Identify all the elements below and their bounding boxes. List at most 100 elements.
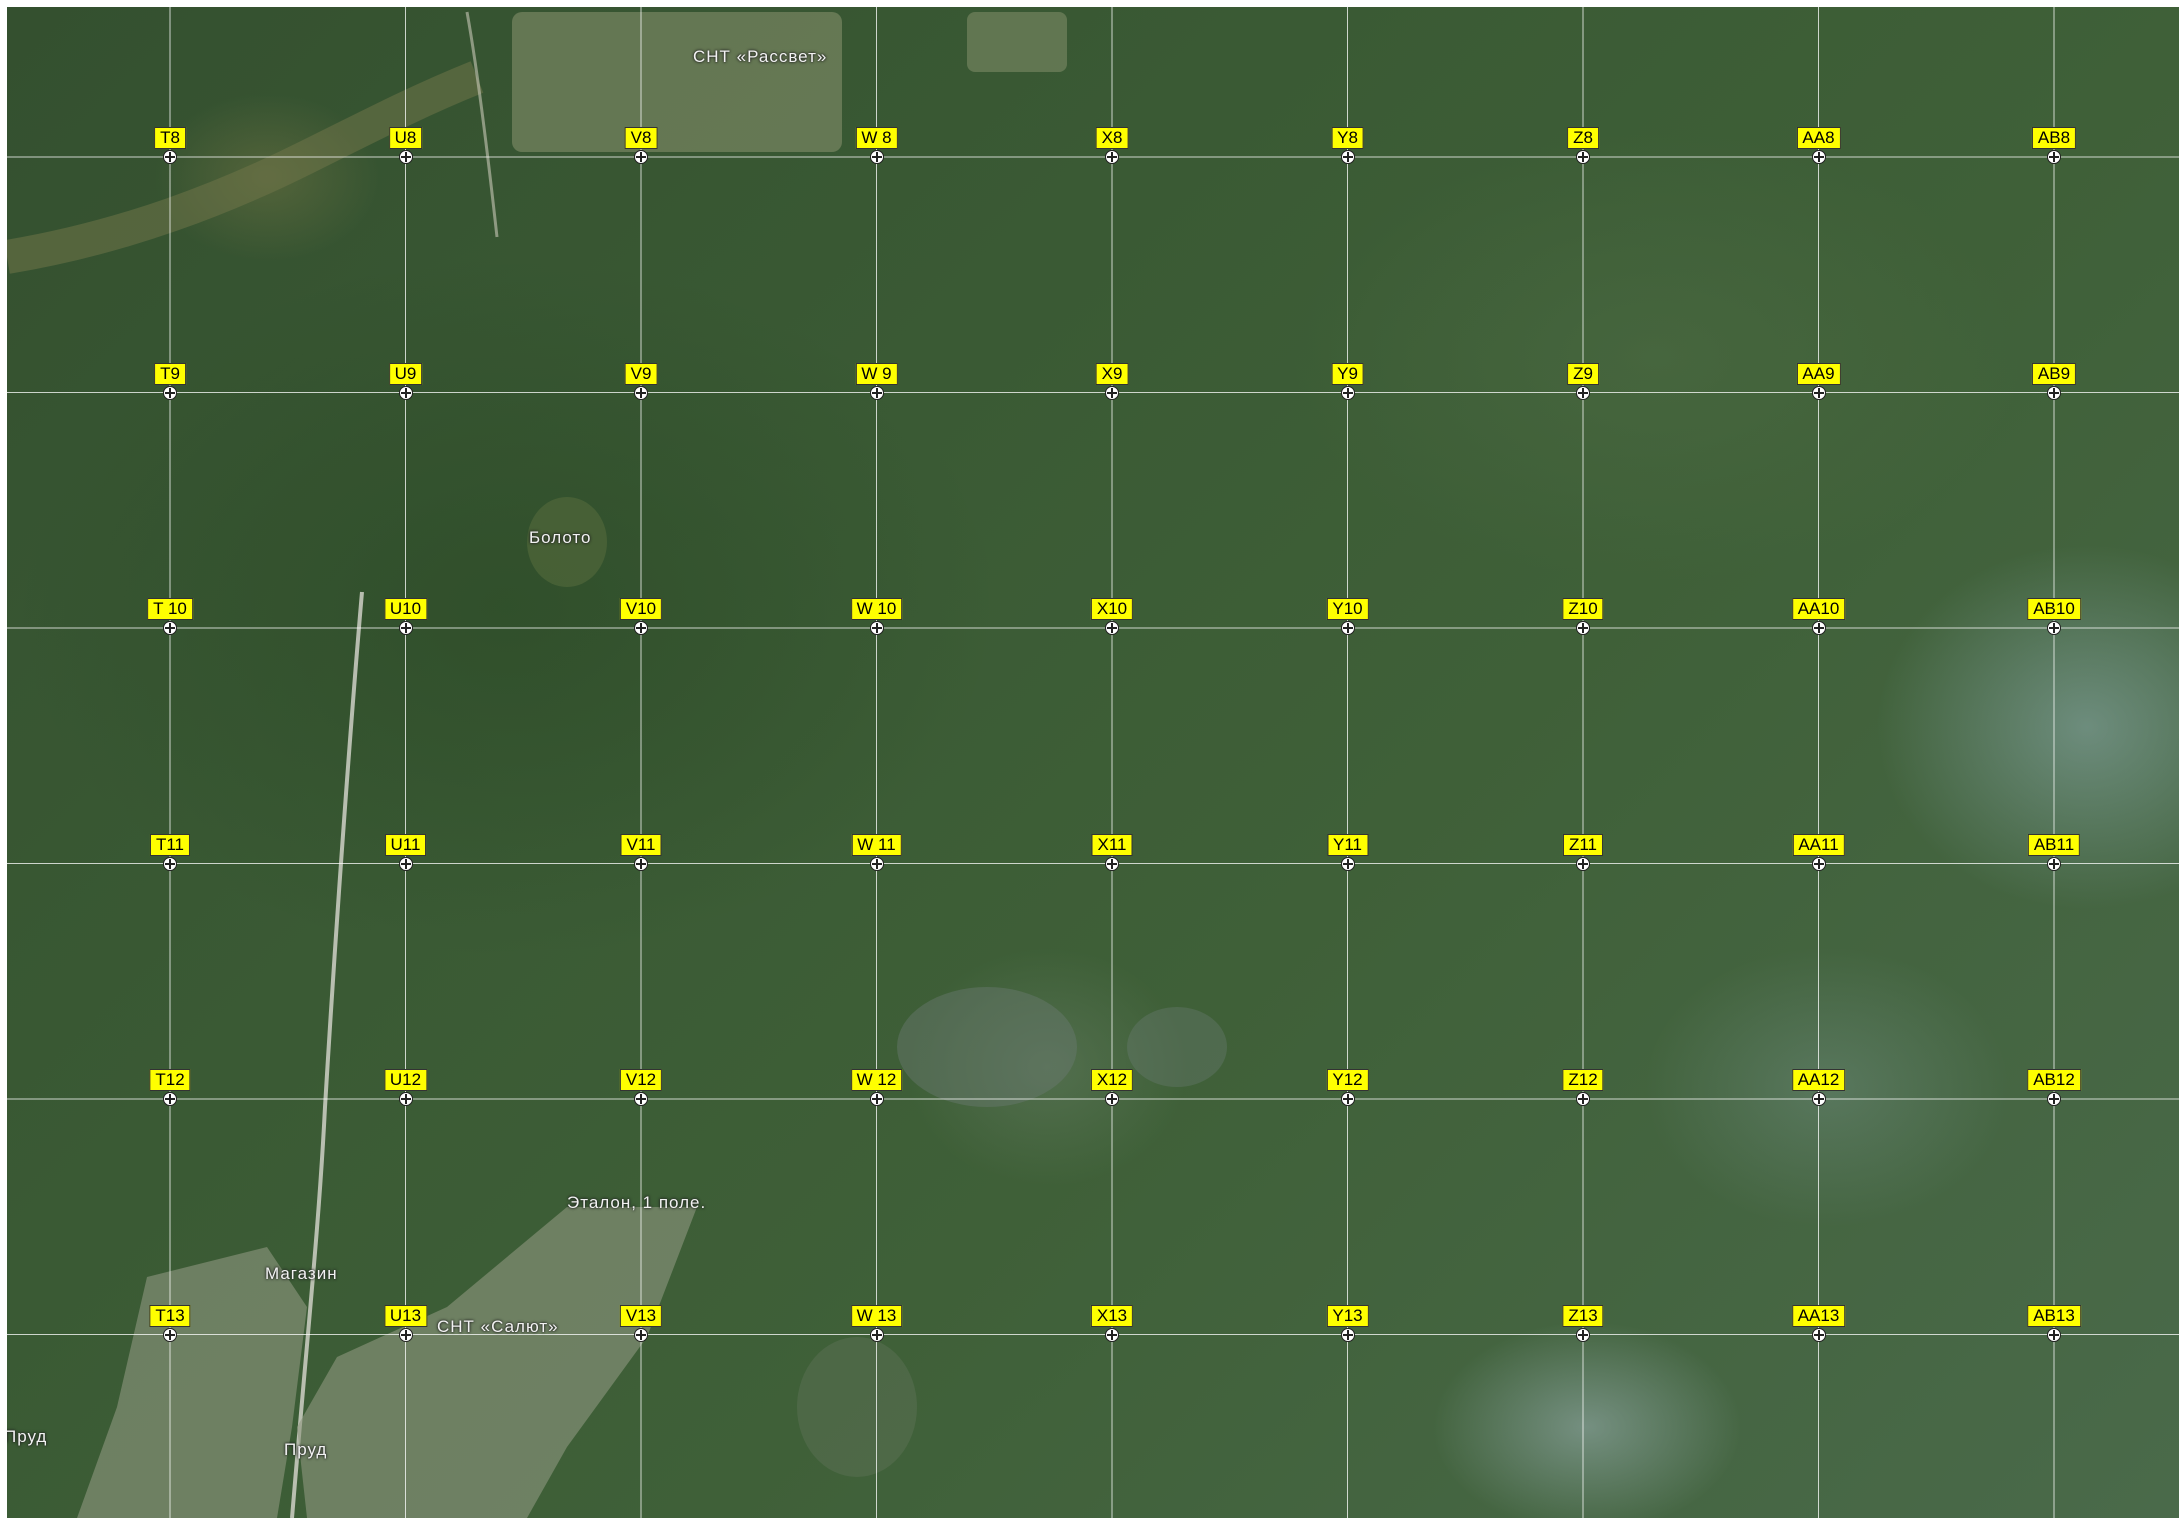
crosshair-icon[interactable] [1576, 856, 1590, 871]
crosshair-icon[interactable] [1576, 385, 1590, 400]
grid-label[interactable]: AB13 [2027, 1304, 2081, 1327]
grid-label[interactable]: AB12 [2027, 1069, 2081, 1091]
crosshair-icon[interactable] [869, 621, 884, 635]
crosshair-icon[interactable] [398, 385, 413, 400]
grid-label[interactable]: X8 [1095, 127, 1129, 149]
grid-label[interactable]: V8 [624, 127, 658, 149]
crosshair-icon[interactable] [1340, 385, 1355, 400]
grid-label[interactable]: V10 [619, 598, 663, 620]
grid-label[interactable]: Y10 [1326, 598, 1369, 620]
grid-label[interactable]: U11 [384, 833, 427, 856]
grid-label[interactable]: X13 [1090, 1304, 1134, 1327]
grid-label[interactable]: T8 [154, 127, 186, 149]
grid-label[interactable]: AB11 [2027, 833, 2081, 856]
crosshair-icon[interactable] [1340, 1092, 1355, 1106]
grid-label[interactable]: AA8 [1796, 127, 1841, 149]
grid-label[interactable]: V13 [619, 1304, 663, 1327]
crosshair-icon[interactable] [1105, 621, 1119, 635]
crosshair-icon[interactable] [869, 1092, 884, 1106]
grid-label[interactable]: Y8 [1331, 127, 1364, 149]
crosshair-icon[interactable] [2047, 1327, 2061, 1342]
grid-label[interactable]: U12 [383, 1069, 428, 1091]
crosshair-icon[interactable] [1105, 1092, 1119, 1106]
crosshair-icon[interactable] [2047, 385, 2061, 400]
grid-label[interactable]: AA12 [1791, 1069, 1846, 1091]
crosshair-icon[interactable] [398, 1327, 413, 1342]
crosshair-icon[interactable] [1340, 856, 1355, 871]
crosshair-icon[interactable] [163, 621, 177, 635]
crosshair-icon[interactable] [2047, 150, 2061, 164]
grid-label[interactable]: Z13 [1562, 1304, 1604, 1327]
grid-label[interactable]: U13 [383, 1304, 428, 1327]
crosshair-icon[interactable] [398, 150, 413, 164]
crosshair-icon[interactable] [2047, 1092, 2061, 1106]
crosshair-icon[interactable] [1340, 1327, 1355, 1342]
crosshair-icon[interactable] [398, 856, 413, 871]
crosshair-icon[interactable] [1340, 621, 1355, 635]
crosshair-icon[interactable] [2047, 621, 2061, 635]
grid-label[interactable]: AA9 [1796, 362, 1841, 385]
grid-label[interactable]: T 10 [147, 598, 193, 620]
crosshair-icon[interactable] [1811, 621, 1826, 635]
crosshair-icon[interactable] [1811, 856, 1826, 871]
crosshair-icon[interactable] [1811, 150, 1826, 164]
grid-label[interactable]: T13 [149, 1304, 191, 1327]
grid-label[interactable]: Z9 [1567, 362, 1599, 385]
grid-label[interactable]: U9 [388, 362, 423, 385]
crosshair-icon[interactable] [1105, 150, 1119, 164]
crosshair-icon[interactable] [163, 1092, 177, 1106]
grid-label[interactable]: T11 [149, 833, 191, 856]
crosshair-icon[interactable] [1576, 1327, 1590, 1342]
grid-label[interactable]: U10 [383, 598, 428, 620]
crosshair-icon[interactable] [634, 1092, 648, 1106]
crosshair-icon[interactable] [398, 1092, 413, 1106]
grid-label[interactable]: AA11 [1792, 833, 1845, 856]
grid-label[interactable]: W 13 [850, 1304, 903, 1327]
crosshair-icon[interactable] [634, 1327, 648, 1342]
crosshair-icon[interactable] [1576, 621, 1590, 635]
crosshair-icon[interactable] [1105, 385, 1119, 400]
crosshair-icon[interactable] [1105, 1327, 1119, 1342]
grid-label[interactable]: Y9 [1331, 362, 1364, 385]
crosshair-icon[interactable] [1340, 150, 1355, 164]
crosshair-icon[interactable] [869, 1327, 884, 1342]
crosshair-icon[interactable] [1105, 856, 1119, 871]
grid-label[interactable]: T12 [149, 1069, 191, 1091]
crosshair-icon[interactable] [1576, 1092, 1590, 1106]
grid-label[interactable]: Y11 [1327, 833, 1368, 856]
crosshair-icon[interactable] [634, 856, 648, 871]
satellite-map[interactable]: СНТ «Рассвет» Болото Эталон, 1 поле. Маг… [7, 7, 2179, 1518]
grid-label[interactable]: Y12 [1326, 1069, 1369, 1091]
grid-label[interactable]: AA13 [1791, 1304, 1846, 1327]
grid-label[interactable]: X9 [1095, 362, 1129, 385]
grid-label[interactable]: AB8 [2031, 127, 2077, 149]
crosshair-icon[interactable] [634, 150, 648, 164]
grid-label[interactable]: W 11 [851, 833, 902, 856]
grid-label[interactable]: X12 [1090, 1069, 1134, 1091]
grid-label[interactable]: V12 [619, 1069, 663, 1091]
grid-label[interactable]: X10 [1090, 598, 1134, 620]
crosshair-icon[interactable] [869, 385, 884, 400]
grid-label[interactable]: AA10 [1791, 598, 1846, 620]
grid-label[interactable]: W 8 [855, 127, 898, 149]
grid-label[interactable]: Z11 [1562, 833, 1604, 856]
grid-label[interactable]: X11 [1091, 833, 1133, 856]
crosshair-icon[interactable] [163, 150, 177, 164]
grid-label[interactable]: Z10 [1562, 598, 1604, 620]
crosshair-icon[interactable] [634, 621, 648, 635]
grid-label[interactable]: V9 [624, 362, 658, 385]
crosshair-icon[interactable] [163, 1327, 177, 1342]
crosshair-icon[interactable] [2047, 856, 2061, 871]
grid-label[interactable]: U8 [388, 127, 423, 149]
grid-label[interactable]: W 12 [850, 1069, 903, 1091]
crosshair-icon[interactable] [1811, 1327, 1826, 1342]
grid-label[interactable]: AB10 [2027, 598, 2081, 620]
grid-label[interactable]: AB9 [2031, 362, 2077, 385]
grid-label[interactable]: Z12 [1562, 1069, 1604, 1091]
grid-label[interactable]: Z8 [1567, 127, 1599, 149]
crosshair-icon[interactable] [163, 385, 177, 400]
grid-label[interactable]: W 9 [855, 362, 898, 385]
crosshair-icon[interactable] [1811, 385, 1826, 400]
crosshair-icon[interactable] [634, 385, 648, 400]
grid-label[interactable]: V11 [620, 833, 662, 856]
